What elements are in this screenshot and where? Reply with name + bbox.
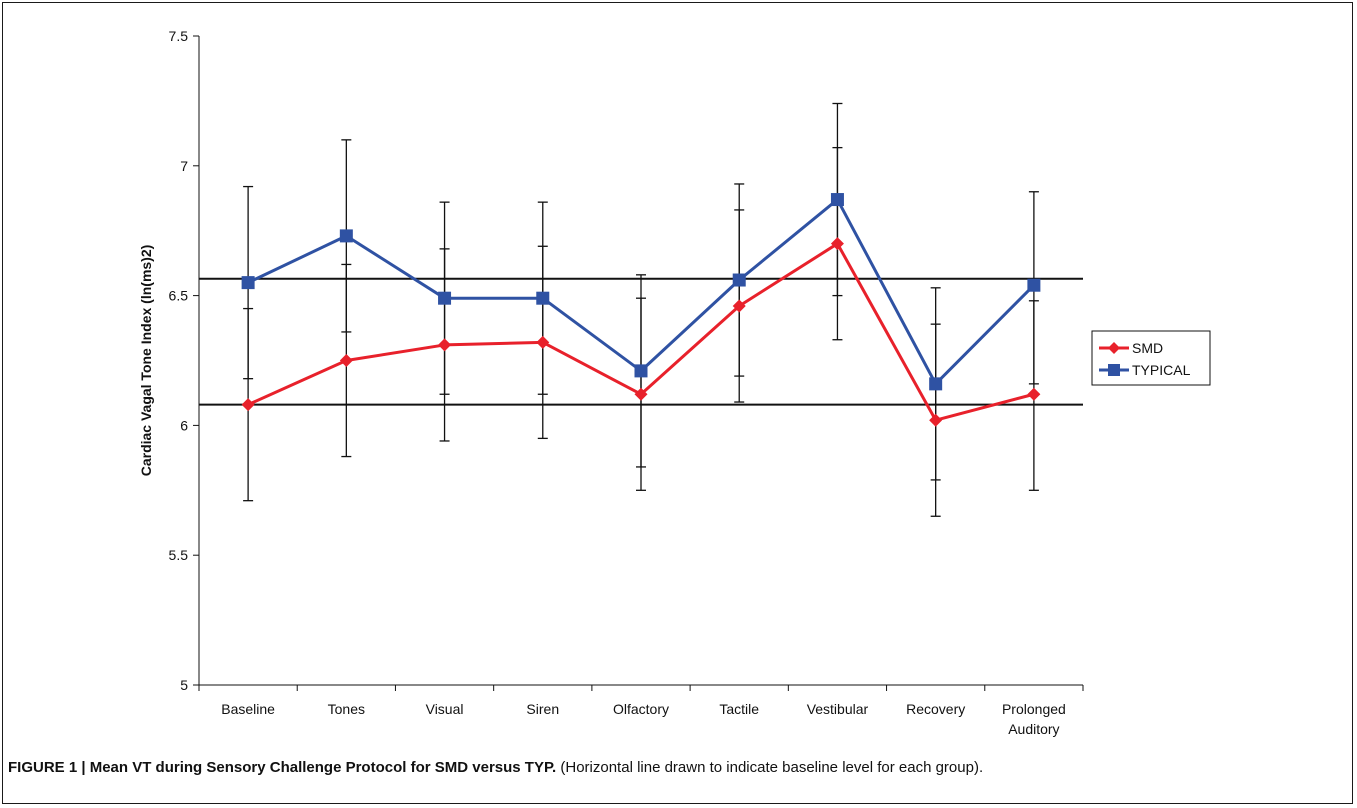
x-tick-label-line: Siren [526,701,559,717]
y-tick-label: 5.5 [169,547,189,563]
point-smd [536,335,550,349]
x-tick-label-line: Visual [426,701,464,717]
point-smd [929,413,943,427]
point-smd [1027,387,1041,401]
x-tick-label-line: Tactile [719,701,759,717]
legend-marker-smd [1108,342,1120,354]
x-tick-label-line: Baseline [221,701,275,717]
legend-marker-typical [1108,364,1120,376]
point-smd [339,354,353,367]
point-typical [339,229,353,243]
series-markers [241,193,1041,427]
point-typical [1027,278,1041,292]
x-tick-label: Visual [426,701,464,717]
x-tick-label-line: Recovery [906,701,965,717]
x-tick-label-line: Tones [328,701,365,717]
point-typical [438,291,452,305]
legend: SMD TYPICAL [1091,330,1211,386]
x-tick-label-line: Prolonged [1002,701,1066,717]
line-chart: 5 5.5 6 6.5 7 7.5 Baseline Tones Visual Siren Olfa… [138,28,1211,737]
y-tick-label: 7.5 [169,28,189,44]
x-tick-label: Tactile [719,701,759,717]
x-tick-label-line: Olfactory [613,701,669,717]
point-smd [438,338,452,352]
x-tick-label-line: Vestibular [807,701,869,717]
x-tick-label: Recovery [906,701,965,717]
point-typical [929,377,943,391]
x-tick-label: Baseline [221,701,275,717]
point-typical [241,276,255,290]
legend-label-typical: TYPICAL [1132,362,1191,378]
x-tick-label: Prolonged Auditory [1002,701,1066,737]
point-smd [634,387,648,401]
point-smd [830,237,844,251]
point-smd [732,299,746,313]
y-tick-label: 6 [180,417,188,433]
point-typical [732,273,746,287]
point-smd [241,398,255,412]
x-tick-label: Olfactory [613,701,669,717]
y-axis-title: Cardiac Vagal Tone Index (ln(ms)2) [138,245,154,477]
legend-label-smd: SMD [1132,340,1163,356]
x-tick-label-line: Auditory [1008,721,1059,737]
caption-note: (Horizontal line drawn to indicate basel… [560,759,984,776]
x-tick-label: Tones [328,701,365,717]
x-tick-label: Vestibular [807,701,869,717]
y-tick-label: 6.5 [169,288,189,304]
point-typical [634,364,648,378]
y-tick-label: 5 [180,677,188,693]
y-tick-label: 7 [180,158,188,174]
point-typical [830,193,844,207]
figure-caption: FIGURE 1 | Mean VT during Sensory Challe… [8,759,983,776]
error-bars [243,102,1039,517]
x-tick-label: Siren [526,701,559,717]
caption-label: FIGURE 1 | Mean VT during Sensory Challe… [8,759,557,776]
axes: 5 5.5 6 6.5 7 7.5 Baseline Tones Visual Siren Olfa… [138,28,1084,737]
point-typical [536,291,550,305]
